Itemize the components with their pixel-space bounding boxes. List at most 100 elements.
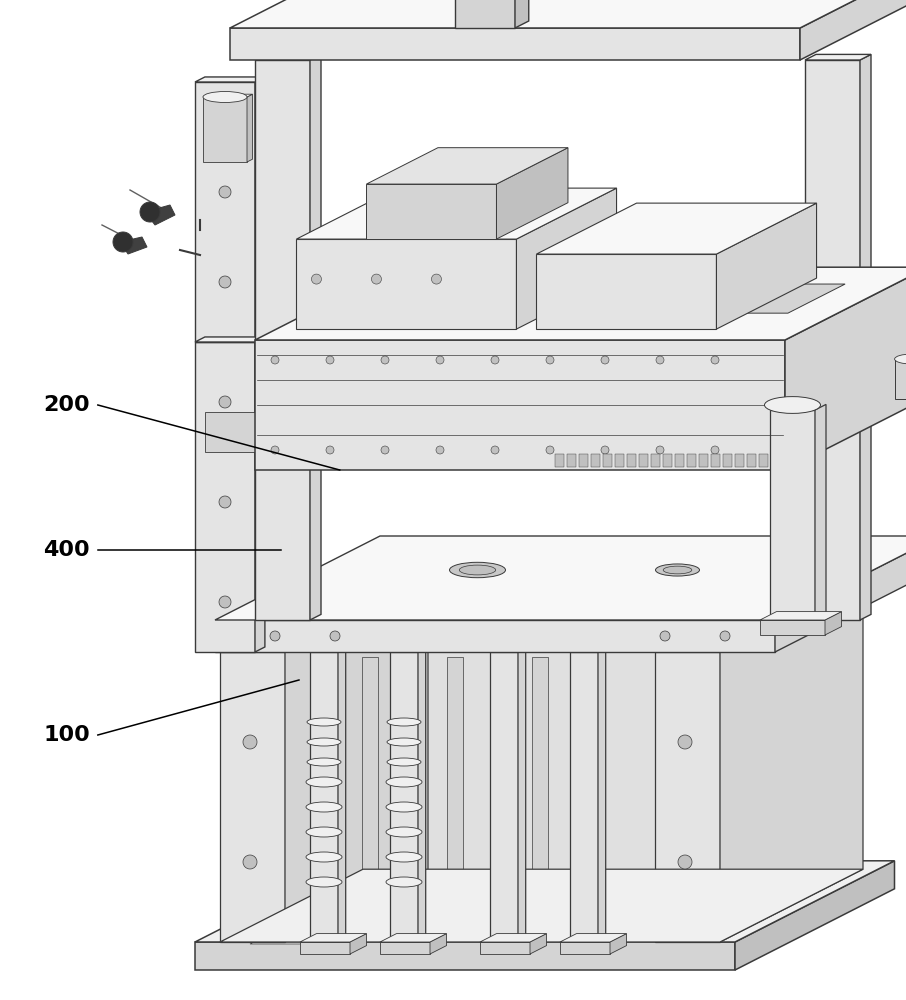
Polygon shape [530, 934, 546, 954]
Ellipse shape [386, 777, 422, 787]
Ellipse shape [459, 565, 496, 575]
Polygon shape [560, 942, 610, 954]
Polygon shape [430, 934, 447, 954]
Polygon shape [747, 454, 756, 467]
Polygon shape [255, 337, 265, 652]
Ellipse shape [386, 877, 422, 887]
Polygon shape [195, 337, 265, 342]
Circle shape [431, 274, 441, 284]
Polygon shape [255, 77, 265, 342]
Circle shape [243, 735, 257, 749]
Ellipse shape [387, 738, 421, 746]
Polygon shape [735, 861, 894, 970]
Polygon shape [518, 648, 525, 942]
Polygon shape [195, 861, 894, 942]
Polygon shape [570, 652, 598, 942]
Polygon shape [555, 454, 564, 467]
Circle shape [271, 356, 279, 364]
Polygon shape [598, 648, 606, 942]
Text: 100: 100 [43, 725, 91, 745]
Polygon shape [663, 454, 672, 467]
Polygon shape [220, 579, 428, 652]
Circle shape [436, 446, 444, 454]
Circle shape [381, 446, 389, 454]
Polygon shape [720, 579, 863, 942]
Circle shape [711, 356, 719, 364]
Polygon shape [380, 934, 447, 942]
Polygon shape [220, 652, 285, 942]
Ellipse shape [894, 354, 906, 364]
Polygon shape [300, 934, 367, 942]
Circle shape [140, 202, 160, 222]
Polygon shape [215, 620, 775, 652]
Polygon shape [350, 934, 367, 954]
Polygon shape [723, 454, 732, 467]
Polygon shape [255, 60, 310, 620]
Circle shape [546, 446, 554, 454]
Circle shape [243, 855, 257, 869]
Polygon shape [627, 454, 636, 467]
Ellipse shape [307, 718, 341, 726]
Circle shape [219, 396, 231, 408]
Circle shape [720, 631, 730, 641]
Polygon shape [480, 934, 546, 942]
Polygon shape [255, 340, 785, 470]
Polygon shape [699, 454, 708, 467]
Circle shape [326, 446, 334, 454]
Circle shape [219, 276, 231, 288]
Polygon shape [366, 148, 568, 184]
Polygon shape [418, 648, 426, 942]
Ellipse shape [387, 718, 421, 726]
Polygon shape [230, 0, 906, 28]
Circle shape [711, 446, 719, 454]
Polygon shape [203, 94, 253, 97]
Polygon shape [516, 188, 617, 329]
Polygon shape [639, 454, 648, 467]
Polygon shape [805, 54, 871, 60]
Polygon shape [220, 579, 863, 652]
Polygon shape [285, 579, 428, 942]
Circle shape [656, 446, 664, 454]
Polygon shape [570, 648, 606, 652]
Ellipse shape [306, 877, 342, 887]
Ellipse shape [307, 738, 341, 746]
Ellipse shape [306, 802, 342, 812]
Polygon shape [296, 239, 516, 329]
Polygon shape [255, 54, 321, 60]
Polygon shape [651, 454, 660, 467]
Ellipse shape [449, 562, 506, 578]
Polygon shape [610, 934, 627, 954]
Circle shape [601, 446, 609, 454]
Polygon shape [338, 648, 346, 942]
Circle shape [113, 232, 133, 252]
Polygon shape [860, 54, 871, 620]
Circle shape [436, 356, 444, 364]
Ellipse shape [387, 758, 421, 766]
Polygon shape [310, 648, 346, 652]
Polygon shape [560, 934, 627, 942]
Polygon shape [675, 454, 684, 467]
Ellipse shape [765, 397, 821, 413]
Polygon shape [815, 404, 826, 620]
Polygon shape [615, 454, 624, 467]
Polygon shape [230, 28, 800, 60]
Polygon shape [735, 454, 744, 467]
Text: 400: 400 [43, 540, 90, 560]
Polygon shape [195, 77, 265, 82]
Circle shape [371, 274, 381, 284]
Polygon shape [603, 454, 612, 467]
Circle shape [219, 596, 231, 608]
Circle shape [271, 446, 279, 454]
Ellipse shape [656, 564, 699, 576]
Polygon shape [247, 94, 253, 162]
Polygon shape [300, 942, 350, 954]
Circle shape [312, 274, 322, 284]
Polygon shape [215, 536, 906, 620]
Polygon shape [760, 620, 825, 635]
Polygon shape [825, 612, 842, 635]
Polygon shape [591, 454, 600, 467]
Polygon shape [380, 942, 430, 954]
Circle shape [219, 186, 231, 198]
Polygon shape [390, 648, 426, 652]
Polygon shape [805, 60, 860, 620]
